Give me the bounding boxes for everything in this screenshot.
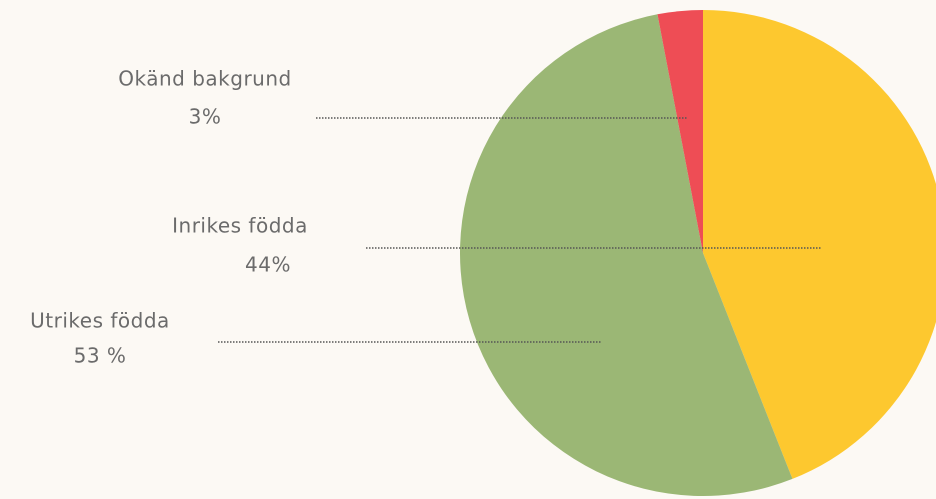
slice-value: 3% bbox=[189, 105, 222, 129]
slice-value: 44% bbox=[245, 253, 291, 277]
pie-slice bbox=[703, 10, 936, 479]
slice-value: 53 % bbox=[74, 344, 127, 368]
slice-name: Utrikes födda bbox=[30, 309, 170, 333]
slice-name: Okänd bakgrund bbox=[118, 67, 291, 91]
slice-name: Inrikes födda bbox=[172, 214, 308, 238]
pie-slice bbox=[460, 14, 793, 496]
pie-slice bbox=[657, 10, 703, 253]
